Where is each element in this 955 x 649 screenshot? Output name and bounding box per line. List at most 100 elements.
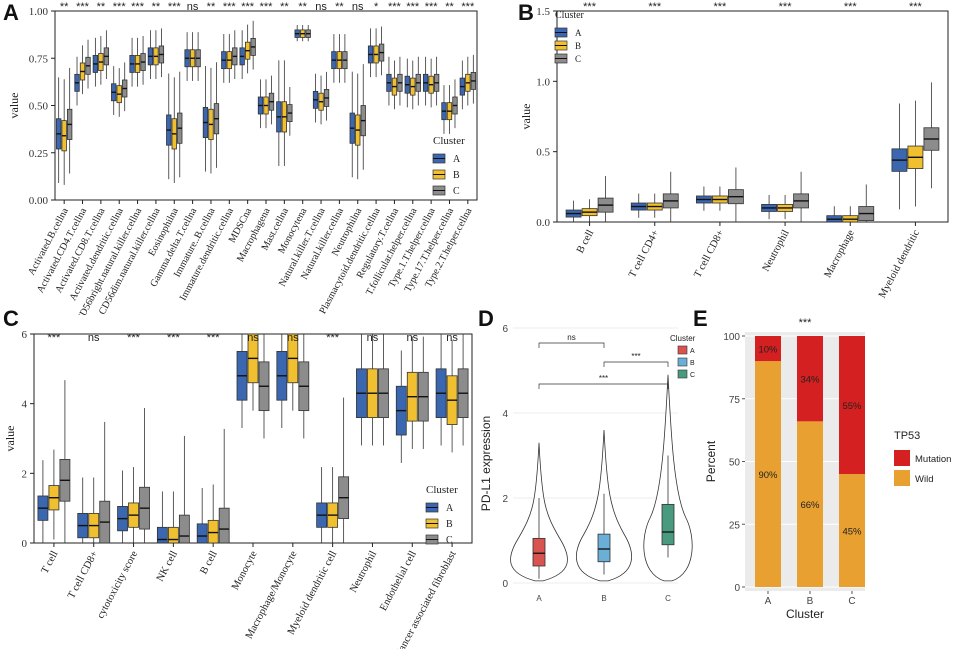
x-tick-label: A [536, 594, 542, 603]
x-tick-label: T cell CD4+ [627, 228, 661, 279]
box-b [207, 519, 219, 544]
x-tick-label: B cell [575, 228, 596, 255]
legend-label-a: A [453, 154, 461, 165]
y-tick-label: 100 [723, 332, 740, 343]
significance-label: *** [388, 1, 402, 13]
y-tick-label: 0 [502, 579, 508, 590]
x-tick-label: Macrophage [823, 228, 858, 280]
comparison-label: *** [599, 374, 608, 383]
significance-label: ns [352, 1, 364, 13]
significance-label: *** [113, 1, 127, 13]
significance-label: ns [367, 332, 379, 344]
significance-label: ** [280, 1, 289, 13]
legend-title: Cluster [555, 10, 585, 21]
bar-mutation [797, 336, 823, 422]
legend-label-a: A [446, 503, 454, 514]
significance-label: *** [241, 1, 255, 13]
panel-label-a: A [3, 0, 19, 25]
chart-c: 0 2 4 6 value T cell *** T cell CD8+ ns cytotoxic… [3, 329, 473, 649]
bar-mutation [755, 336, 781, 362]
x-tick-label: C [848, 596, 855, 607]
comparison-bracket [538, 342, 605, 348]
y-axis-label: Percent [704, 440, 718, 482]
y-axis-label: value [7, 93, 21, 119]
panel-label-b: B [518, 0, 534, 25]
y-tick-label: 0.75 [29, 53, 49, 65]
significance-label: *** [260, 1, 274, 13]
comparison-label: *** [631, 352, 640, 361]
y-axis-label: value [519, 104, 533, 130]
bar-wild [797, 421, 823, 587]
legend-title: TP53 [894, 430, 920, 442]
x-tick-label: NK cell [155, 549, 180, 583]
comparison-bracket [538, 383, 669, 389]
y-tick-label: 4 [22, 399, 28, 411]
y-tick-label: 0 [22, 538, 28, 550]
box-c [218, 507, 230, 544]
y-tick-label: 0.50 [29, 101, 49, 113]
chart-e: 0 25 50 75 100 Percent *** 90% 10% A 66% 34% B 45% 55%… [704, 317, 951, 621]
x-tick-label: B cell [198, 549, 219, 576]
x-tick-label: A [765, 596, 772, 607]
legend-label-b: B [446, 519, 453, 530]
legend-title: Cluster [433, 135, 465, 147]
legend-label-mutation: Mutation [915, 454, 951, 465]
x-tick-label: Myeloid dendritic [877, 228, 922, 300]
bar-label-mutation: 10% [758, 345, 778, 356]
bar-label-mutation: 34% [800, 375, 820, 386]
x-tick-label: Neutrophil [761, 228, 792, 273]
box-c [178, 514, 190, 544]
legend-label-c: C [690, 372, 695, 379]
significance-label: ** [152, 1, 161, 13]
y-tick-label: 1.0 [536, 76, 550, 88]
x-tick-label: Endothelial cell [378, 549, 419, 613]
y-axis-label: value [3, 426, 17, 452]
y-tick-label: 2 [22, 468, 28, 480]
legend-label-b: B [575, 41, 581, 51]
bar-mutation [839, 336, 865, 475]
legend-swatch-a [677, 345, 688, 355]
x-tick-label: B [601, 594, 606, 603]
significance-label: ns [287, 332, 299, 344]
legend-label-c: C [453, 186, 460, 197]
legend-label-a: A [690, 348, 695, 355]
bar-wild [755, 361, 781, 587]
box-b [597, 533, 611, 563]
box-a [532, 537, 546, 567]
bar-label-wild: 66% [800, 500, 820, 511]
bar-label-wild: 45% [842, 527, 862, 538]
significance-label: ** [97, 1, 106, 13]
box-a [156, 526, 168, 544]
significance-label: *** [127, 332, 141, 344]
legend-title: Cluster [426, 484, 458, 496]
y-tick-label: 0 [734, 583, 740, 594]
legend-title: Cluster [670, 334, 696, 343]
significance-label: ns [406, 332, 418, 344]
box-b [167, 526, 179, 544]
y-tick-label: 25 [729, 520, 741, 531]
x-tick-label: T cell CD8+ [692, 228, 726, 279]
significance-label: *** [326, 332, 340, 344]
x-tick-label: T cell CD8+ [66, 549, 100, 600]
significance-label: ns [88, 332, 100, 344]
y-tick-label: 1.00 [29, 6, 49, 18]
panel-label-d: D [478, 306, 494, 331]
legend-label-c: C [575, 54, 581, 64]
legend-swatch-c [677, 369, 688, 379]
panel-label-e: E [693, 306, 708, 331]
legend-swatch-mutation [894, 450, 910, 466]
legend-label-wild: Wild [915, 474, 933, 485]
comparison-bracket [603, 361, 669, 367]
y-tick-label: 6 [22, 329, 28, 341]
box-c [661, 503, 675, 546]
significance-label: *** [47, 332, 61, 344]
plot-frame [556, 10, 949, 223]
y-tick-label: 1.5 [536, 6, 550, 18]
panel-label-c: C [3, 306, 19, 331]
x-tick-label: T cell [40, 549, 61, 575]
significance-label: *** [131, 1, 145, 13]
significance-label: ** [445, 1, 454, 13]
significance-label: *** [168, 1, 182, 13]
y-tick-label: 6 [502, 324, 508, 335]
